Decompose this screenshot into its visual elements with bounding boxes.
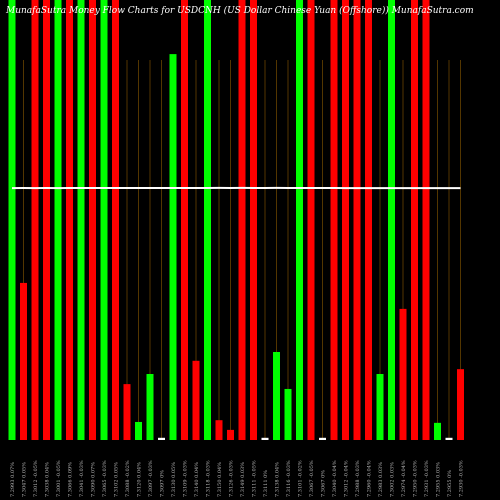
bar <box>215 420 223 440</box>
x-tick-label: 7.2988 -0.03% <box>355 460 361 497</box>
bar <box>89 0 96 440</box>
x-tick-label: 7.3067 -0.05% <box>309 460 315 497</box>
bar <box>376 374 384 440</box>
x-tick-label: 7.3041 -0.03% <box>79 460 85 497</box>
x-tick-label: 7.2960 -0.04% <box>367 460 373 497</box>
x-tick-label: 7.2974 -0.04% <box>401 460 407 497</box>
bar <box>146 374 154 440</box>
bar <box>284 388 292 440</box>
bar <box>388 0 395 440</box>
x-tick-label: 7.3120 0.04% <box>137 462 143 497</box>
bar <box>365 0 372 440</box>
bar <box>112 0 119 440</box>
bar <box>342 0 349 440</box>
bar <box>169 54 177 441</box>
plot: 7.2993 0.07% 7.3047 0.05% 7.3012 -0.05% 7.3… <box>8 0 465 497</box>
x-tick-label: 7.3116 -0.03% <box>286 460 292 497</box>
bar <box>100 0 108 440</box>
x-tick-label: 7.3149 0.03% <box>240 462 246 497</box>
x-tick-label: 7.3067 0% <box>321 470 327 497</box>
x-tick-label: 7.3111 -0.05% <box>252 460 258 497</box>
x-tick-label: 7.3066 0.09% <box>68 462 74 497</box>
bar <box>330 0 338 440</box>
x-tick-label: 7.3090 0.07% <box>91 462 97 497</box>
x-tick-label: 7.3012 -0.04% <box>344 460 350 497</box>
x-tick-label: 7.3101 -0.02% <box>298 460 304 497</box>
x-tick-label: 7.3002 0.03% <box>390 462 396 497</box>
x-tick-label: 7.2993 0.07% <box>10 462 16 497</box>
bar <box>273 352 280 440</box>
bar <box>261 437 269 440</box>
bar <box>399 308 407 440</box>
bar <box>77 0 85 440</box>
bar <box>66 0 73 440</box>
x-tick-label: 7.2955 0% <box>447 470 453 497</box>
x-tick-label: 7.3150 0.04% <box>217 462 223 497</box>
bar <box>123 384 131 440</box>
x-tick-label: 7.2950 -0.03% <box>413 460 419 497</box>
x-tick-label: 7.3001 -0.05% <box>56 460 62 497</box>
bar <box>8 0 16 440</box>
x-tick-label: 7.3038 0.04% <box>45 462 51 497</box>
bar <box>54 0 62 440</box>
x-tick-label: 7.2930 -0.03% <box>459 460 465 497</box>
bar <box>43 0 50 440</box>
x-tick-label: 7.3065 -0.03% <box>102 460 108 497</box>
bar <box>135 421 142 440</box>
x-tick-label: 7.3109 -0.03% <box>183 460 189 497</box>
bar <box>411 0 418 440</box>
bar <box>238 0 246 440</box>
bar <box>192 360 200 440</box>
bar <box>319 437 326 440</box>
x-tick-label: 7.3097 -0.03% <box>148 460 154 497</box>
x-tick-label: 7.3047 0.05% <box>22 462 28 497</box>
x-tick-label: 7.3126 -0.03% <box>229 460 235 497</box>
bar <box>445 437 453 440</box>
x-tick-label: 7.3097 0% <box>160 470 166 497</box>
bar <box>31 0 39 440</box>
bar <box>20 282 27 440</box>
bar <box>227 429 234 440</box>
bar <box>250 0 257 440</box>
x-tick-label: 7.3140 0.04% <box>194 462 200 497</box>
x-tick-label: 7.2955 0.03% <box>436 462 442 497</box>
chart-title: MunafaSutra Money Flow Charts for USDCNH… <box>5 5 474 16</box>
bar <box>204 0 211 440</box>
bar <box>158 437 165 440</box>
x-tick-label: 7.3118 -0.03% <box>206 460 212 497</box>
bar <box>422 0 430 440</box>
x-tick-label: 7.3012 -0.05% <box>33 460 39 497</box>
x-tick-label: 7.3130 0.05% <box>171 462 177 497</box>
bar <box>307 0 315 440</box>
x-tick-label: 7.3111 0% <box>263 470 269 497</box>
x-tick-label: 7.3138 0.04% <box>275 462 281 497</box>
x-tick-label: 7.3102 0.05% <box>114 462 120 497</box>
bar <box>434 422 441 440</box>
x-tick-label: 7.2931 -0.03% <box>424 460 430 497</box>
x-tick-label: 7.2983 0.03% <box>378 462 384 497</box>
x-tick-label: 7.3040 -0.04% <box>332 460 338 497</box>
bar <box>457 369 464 440</box>
x-tick-label: 7.3088 -0.02% <box>125 460 131 497</box>
bar <box>296 0 303 440</box>
bar <box>181 0 188 440</box>
bar <box>353 0 361 440</box>
